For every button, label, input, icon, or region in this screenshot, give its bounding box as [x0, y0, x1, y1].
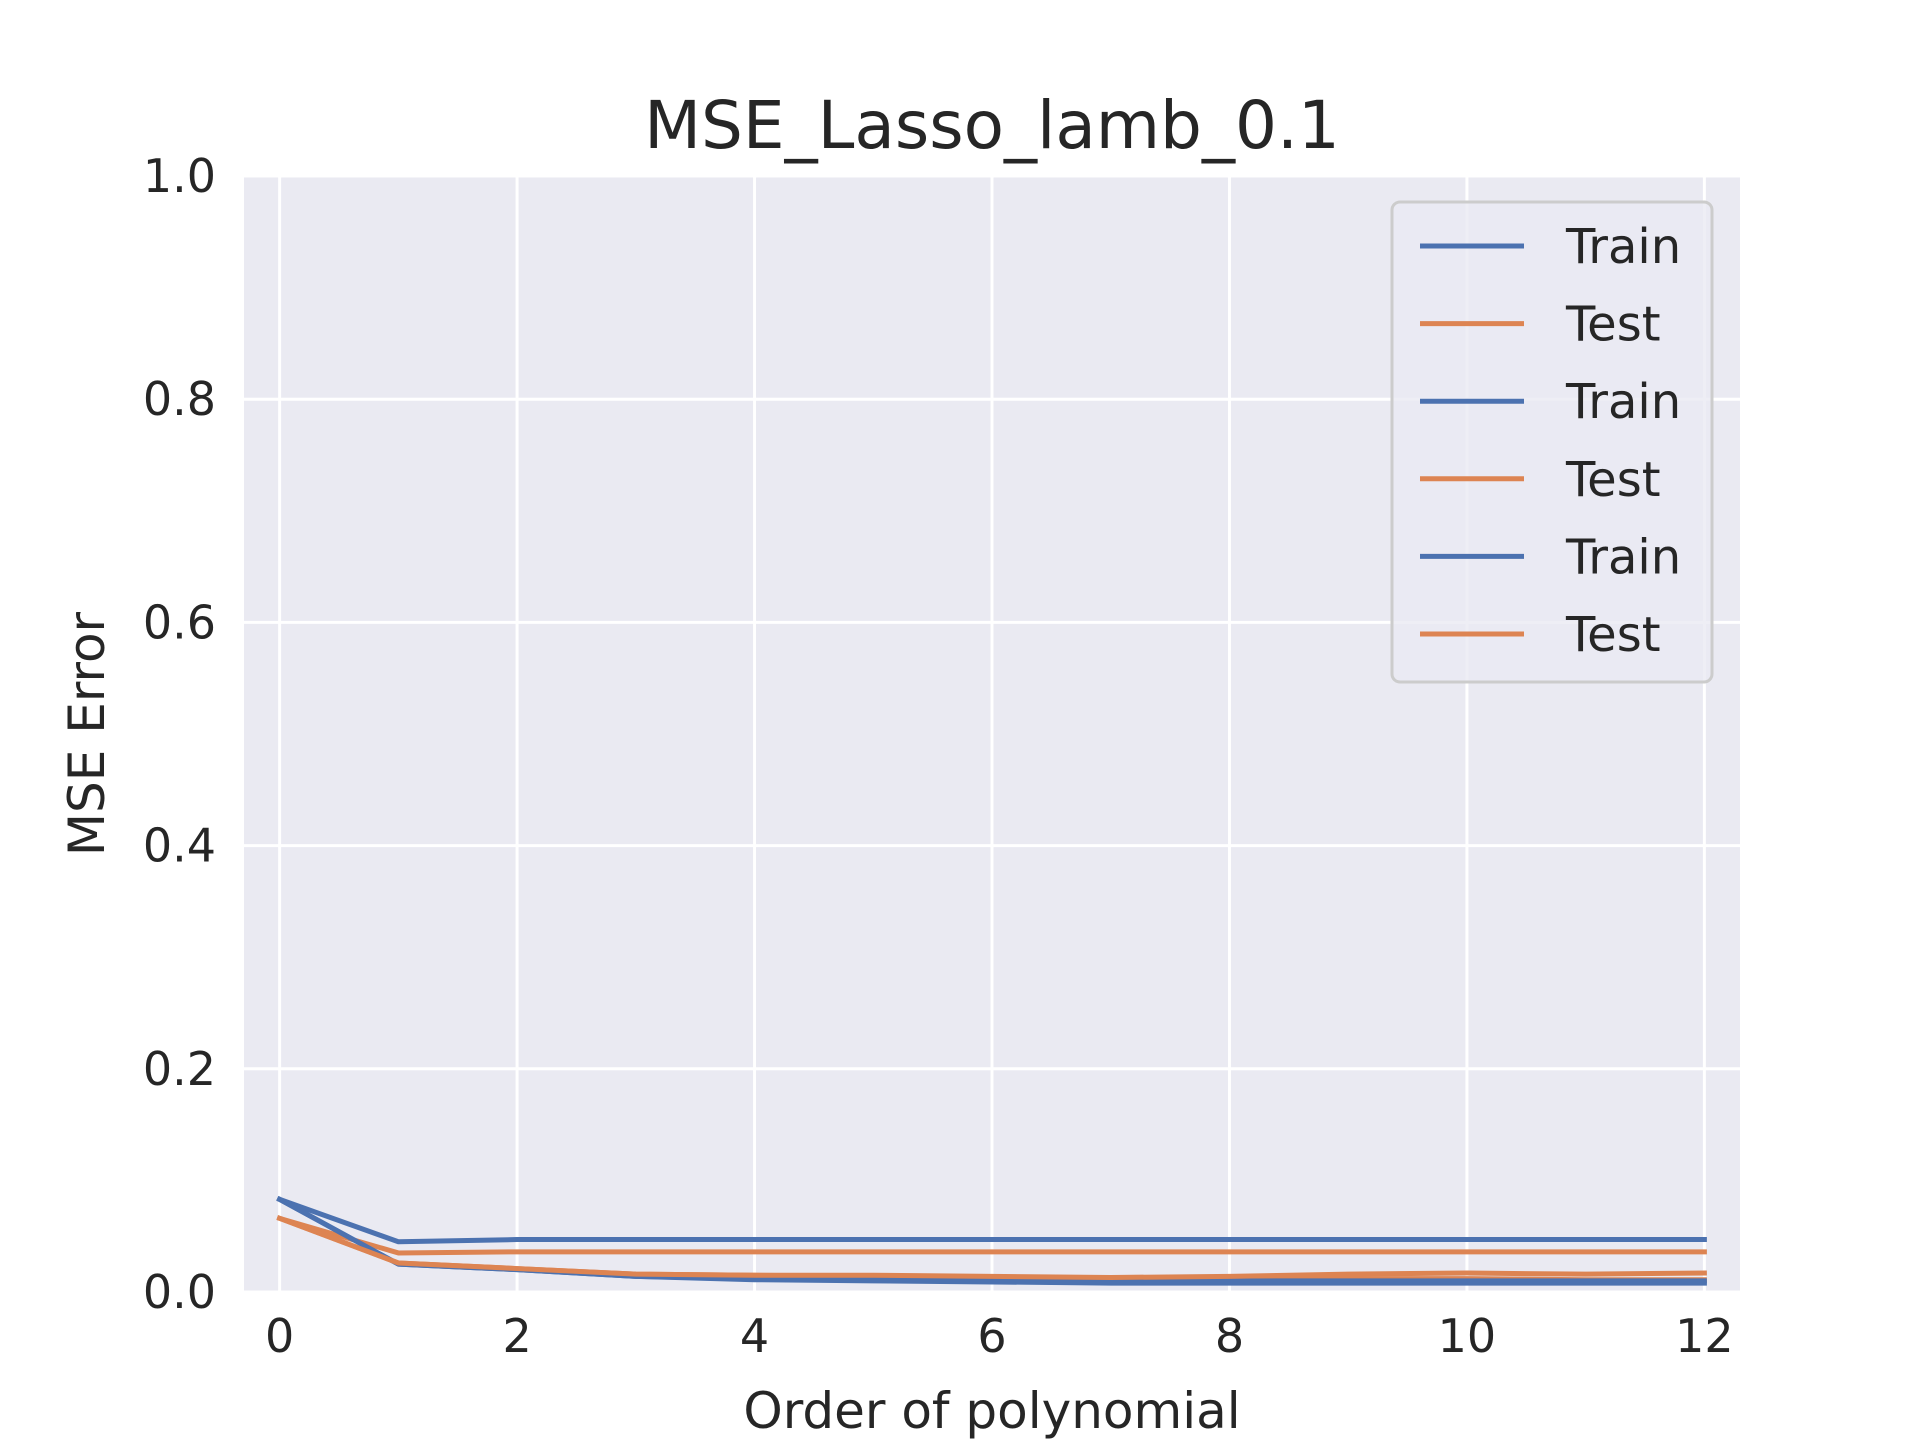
x-tick-label: 8	[1215, 1309, 1244, 1363]
x-tick-label: 12	[1675, 1309, 1734, 1363]
x-tick-label: 10	[1438, 1309, 1497, 1363]
y-tick-label: 0.6	[143, 595, 216, 649]
series-lines	[276, 1195, 1707, 1286]
x-tick-label: 2	[502, 1309, 531, 1363]
y-tick-label: 0.2	[143, 1042, 216, 1096]
legend: Train Test Train Test Train Test	[1390, 200, 1714, 684]
y-tick-label: 0.8	[143, 372, 216, 426]
series-line-2	[276, 1215, 1707, 1256]
grid	[244, 174, 1740, 1294]
series-line-6	[276, 1215, 1707, 1280]
legend-entry-label: Test	[1565, 452, 1661, 508]
series-line-1	[276, 1196, 1707, 1245]
legend-entry-label: Train	[1565, 374, 1681, 430]
legend-entry-label: Test	[1565, 297, 1661, 353]
y-axis-label: MSE Error	[58, 611, 116, 856]
x-tick-label: 0	[265, 1309, 294, 1363]
legend-entry-label: Test	[1565, 607, 1661, 663]
x-tick-labels: 0 2 4 6 8 10 12	[265, 1309, 1734, 1363]
x-tick-label: 4	[740, 1309, 769, 1363]
y-tick-label: 0.0	[143, 1265, 216, 1319]
x-tick-label: 6	[977, 1309, 1006, 1363]
legend-entry-label: Train	[1565, 219, 1681, 275]
y-tick-label: 0.4	[143, 819, 216, 873]
y-tick-labels: 0.0 0.2 0.4 0.6 0.8 1.0	[143, 149, 216, 1319]
x-axis-label: Order of polynomial	[743, 1382, 1240, 1440]
legend-entry-label: Train	[1565, 529, 1681, 585]
y-tick-label: 1.0	[143, 149, 216, 203]
chart-title: MSE_Lasso_lamb_0.1	[644, 87, 1340, 164]
